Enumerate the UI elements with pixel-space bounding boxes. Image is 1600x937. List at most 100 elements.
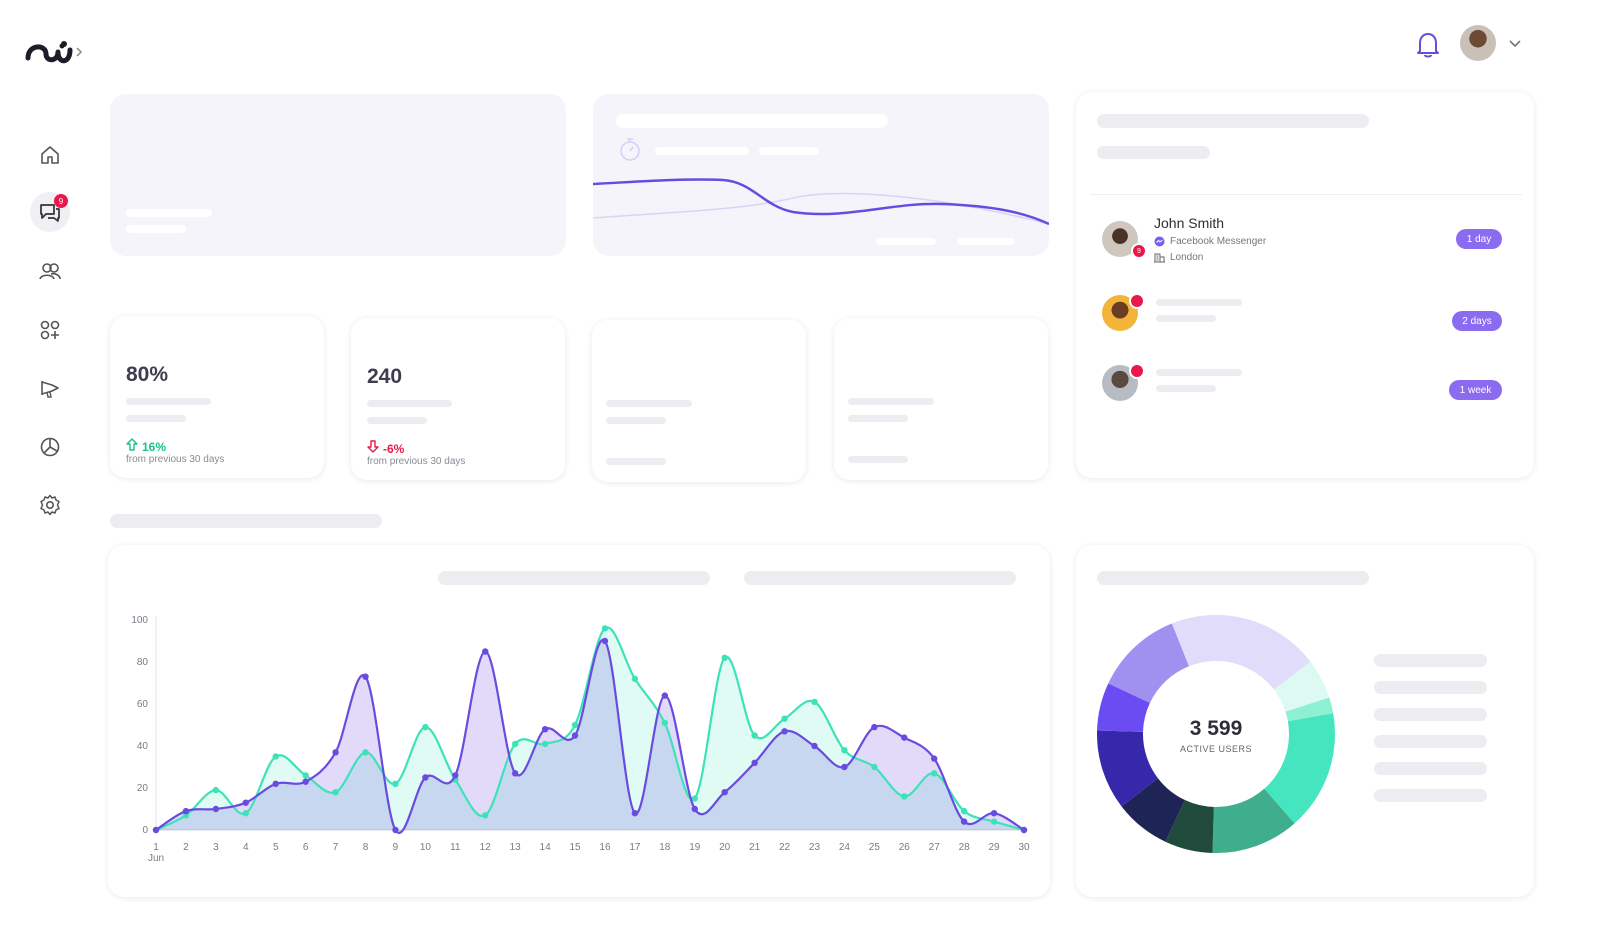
data-point[interactable]	[751, 759, 758, 766]
data-point[interactable]	[422, 774, 429, 781]
data-point[interactable]	[392, 826, 399, 834]
arrow-down-icon	[367, 440, 379, 453]
x-tick-label: 5	[273, 842, 279, 853]
donut-segment[interactable]	[1097, 730, 1159, 807]
arrow-up-icon	[126, 438, 138, 451]
data-point[interactable]	[960, 807, 968, 815]
x-tick-label: 29	[989, 842, 1001, 853]
data-point[interactable]	[152, 826, 160, 834]
data-point[interactable]	[631, 675, 639, 682]
data-point[interactable]	[811, 698, 818, 706]
data-point[interactable]	[661, 692, 669, 699]
sidebar-item-campaigns[interactable]	[30, 368, 70, 408]
data-point[interactable]	[182, 807, 190, 815]
data-point[interactable]	[482, 648, 489, 655]
x-tick-label: 26	[899, 842, 911, 853]
donut-segment[interactable]	[1285, 697, 1334, 722]
data-point[interactable]	[990, 818, 998, 825]
data-point[interactable]	[990, 810, 998, 817]
data-point[interactable]	[511, 770, 519, 777]
sidebar-item-settings[interactable]	[30, 485, 70, 525]
data-point[interactable]	[931, 755, 938, 762]
data-point[interactable]	[781, 728, 788, 735]
donut-segment[interactable]	[1108, 623, 1189, 703]
data-point[interactable]	[871, 763, 878, 771]
notifications-button[interactable]	[1414, 30, 1442, 60]
series-area-1	[156, 627, 1024, 830]
x-tick-label: 9	[393, 842, 399, 853]
donut-segment[interactable]	[1121, 778, 1185, 842]
x-tick-label: 28	[959, 842, 971, 853]
contact-row[interactable]: 1 week	[1076, 360, 1534, 406]
data-point[interactable]	[571, 732, 579, 739]
user-avatar[interactable]	[1460, 25, 1496, 61]
data-point[interactable]	[362, 749, 369, 756]
donut-segment[interactable]	[1171, 615, 1311, 690]
placeholder-line	[616, 114, 888, 128]
data-point[interactable]	[541, 740, 549, 748]
data-point[interactable]	[212, 786, 220, 794]
data-point[interactable]	[362, 673, 369, 680]
donut-segment[interactable]	[1165, 800, 1214, 853]
sidebar-item-conversations[interactable]: 9	[30, 192, 70, 232]
sidebar-item-reports[interactable]	[30, 427, 70, 467]
sidebar-item-contacts[interactable]	[30, 251, 70, 291]
chevron-down-icon	[1509, 40, 1521, 48]
data-point[interactable]	[721, 789, 728, 796]
data-point[interactable]	[452, 772, 459, 779]
donut-segment[interactable]	[1097, 683, 1150, 732]
data-point[interactable]	[661, 719, 669, 727]
data-point[interactable]	[272, 753, 279, 760]
data-point[interactable]	[781, 715, 788, 722]
legend-placeholder	[1374, 762, 1487, 775]
data-point[interactable]	[272, 780, 279, 787]
placeholder-line	[744, 571, 1016, 585]
data-point[interactable]	[302, 772, 309, 779]
x-axis-month-label: Jun	[148, 853, 164, 864]
data-point[interactable]	[901, 793, 908, 800]
data-point[interactable]	[422, 723, 429, 731]
data-point[interactable]	[691, 795, 698, 802]
data-point[interactable]	[212, 805, 220, 813]
placeholder-line	[759, 147, 819, 155]
brand-logo[interactable]	[24, 36, 88, 70]
contact-row[interactable]: 9 John Smith Facebook Messenger London 1…	[1076, 207, 1534, 267]
data-point[interactable]	[392, 780, 399, 787]
data-point[interactable]	[841, 747, 848, 754]
data-point[interactable]	[332, 789, 339, 796]
data-point[interactable]	[511, 740, 519, 748]
data-point[interactable]	[631, 810, 639, 817]
data-point[interactable]	[691, 805, 698, 813]
data-point[interactable]	[901, 734, 908, 741]
data-point[interactable]	[871, 723, 878, 731]
donut-segment[interactable]	[1273, 661, 1330, 712]
account-menu-toggle[interactable]	[1506, 34, 1524, 52]
data-point[interactable]	[601, 637, 609, 645]
data-point[interactable]	[571, 721, 579, 729]
series-area-2	[156, 639, 1024, 833]
data-point[interactable]	[242, 799, 249, 806]
donut-segment[interactable]	[1212, 788, 1295, 853]
data-point[interactable]	[841, 763, 848, 771]
data-point[interactable]	[541, 726, 549, 733]
sidebar-item-apps[interactable]	[30, 310, 70, 350]
data-point[interactable]	[751, 732, 758, 739]
data-point[interactable]	[811, 742, 818, 750]
placeholder-line	[876, 238, 936, 245]
sidebar-item-home[interactable]	[30, 135, 70, 175]
data-point[interactable]	[332, 749, 339, 756]
data-point[interactable]	[302, 778, 309, 785]
data-point[interactable]	[601, 625, 609, 632]
data-point[interactable]	[931, 770, 938, 777]
contact-row[interactable]: 2 days	[1076, 290, 1534, 336]
data-point[interactable]	[242, 810, 249, 817]
data-point[interactable]	[1020, 826, 1028, 834]
stat-value: 80%	[126, 363, 169, 386]
data-point[interactable]	[960, 818, 968, 825]
donut-segment[interactable]	[1264, 713, 1335, 824]
data-point[interactable]	[721, 654, 728, 661]
y-tick-label: 40	[137, 741, 149, 752]
data-point[interactable]	[482, 812, 489, 819]
section-title-placeholder	[110, 514, 382, 528]
legend-placeholder	[1374, 789, 1487, 802]
